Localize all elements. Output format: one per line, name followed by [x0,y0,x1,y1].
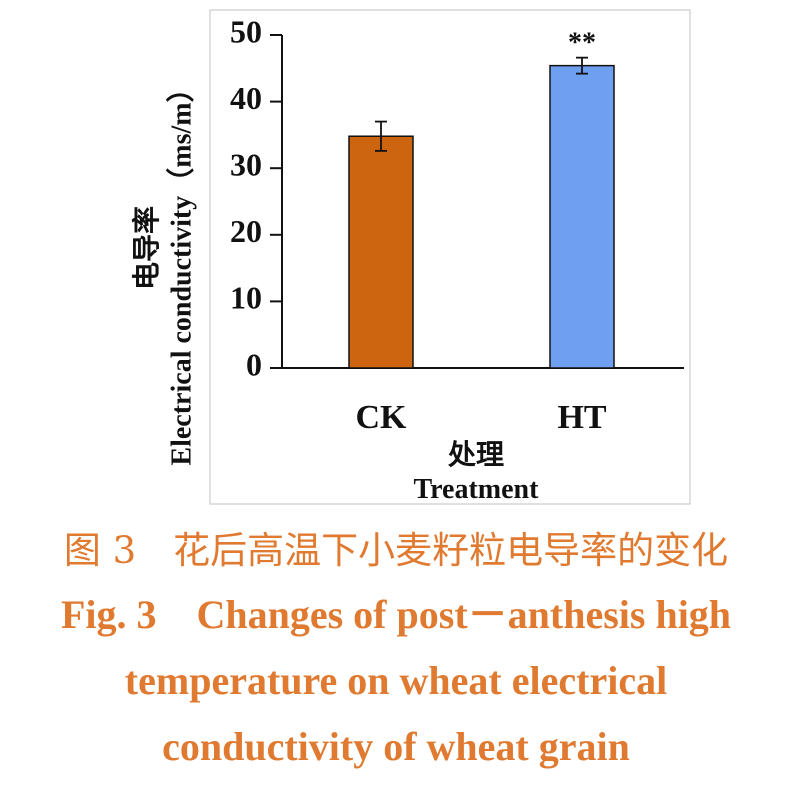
x-tick-label-ht: HT [557,399,606,436]
chart-frame [209,9,691,505]
y-tick-label: 10 [230,280,262,316]
y-tick-label: 50 [230,13,262,49]
bar-ht [549,64,615,369]
x-axis-title-en: Treatment [414,474,540,505]
x-tick-label-ck: CK [356,399,408,436]
y-axis-title-cn: 电导率 [130,206,163,290]
x-axis-title-cn: 处理 [447,438,504,471]
bars: ** [348,28,615,369]
caption-en-line-2: temperature on wheat electrical [124,658,668,703]
y-axis: 0 10 20 30 40 50 [230,13,283,382]
error-bar-ht [576,56,588,75]
x-axis: CK HT [282,367,684,436]
significance-label-ht: ** [568,28,596,59]
caption-en-line-3: conductivity of wheat grain [162,724,630,769]
figure-caption: 图 3 花后高温下小麦籽粒电导率的变化 Fig. 3 Changes of po… [0,520,792,780]
bar-ck [348,135,414,369]
y-axis-title: 电导率 Electrical conductivity（ms/m） [130,74,197,465]
error-bar-ck [375,120,387,152]
y-tick-label: 40 [230,80,262,116]
caption-en-line-1: Fig. 3 Changes of post－anthesis high [60,592,732,637]
caption-cn: 图 3 花后高温下小麦籽粒电导率的变化 [63,529,729,572]
y-tick-label: 30 [230,147,262,183]
y-axis-title-en: Electrical conductivity（ms/m） [164,74,197,465]
y-tick-label: 0 [246,346,262,382]
y-tick-label: 20 [230,213,262,249]
